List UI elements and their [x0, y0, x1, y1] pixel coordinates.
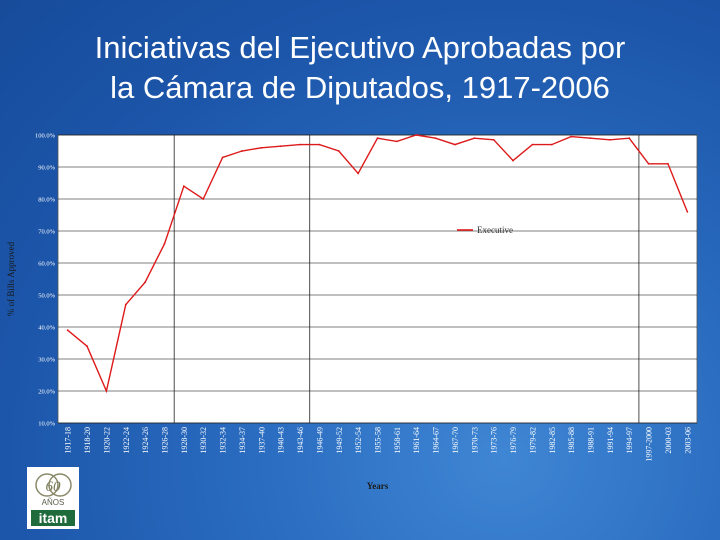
x-tick-labels: 1917-18 1918-20 1920-22 1922-24 1924-26 1926-…	[64, 427, 693, 462]
data-point	[144, 281, 147, 284]
legend-label-executive: Executive	[477, 225, 513, 235]
logo-word: AÑOS	[42, 498, 65, 507]
x-tick-label: 1976-79	[509, 427, 518, 454]
data-point	[608, 138, 611, 141]
data-point	[570, 135, 573, 138]
x-tick-label: 1952-54	[354, 427, 363, 454]
data-point	[124, 303, 127, 306]
x-tick-label: 1922-24	[122, 427, 131, 454]
x-tick-label: 1958-61	[393, 427, 402, 454]
data-point	[318, 143, 321, 146]
x-tick-label: 1988-91	[587, 427, 596, 454]
data-point	[376, 137, 379, 140]
x-axis-title: Years	[367, 481, 389, 491]
data-point	[105, 390, 108, 392]
data-point	[279, 145, 282, 148]
data-point	[512, 159, 514, 162]
data-point	[492, 138, 495, 141]
data-point	[686, 210, 689, 213]
y-tick-label: 40.0%	[38, 325, 55, 332]
x-tick-label: 1918-20	[83, 427, 92, 454]
x-tick-label: 1985-88	[567, 427, 576, 454]
x-tick-label: 1997-2000	[645, 427, 654, 462]
x-tick-label: 1946-49	[315, 427, 324, 454]
data-point	[182, 185, 185, 188]
x-tick-label: 1967-70	[451, 427, 460, 454]
y-tick-label: 90.0%	[38, 165, 55, 172]
x-tick-label: 1982-85	[548, 427, 557, 454]
y-tick-label: 60.0%	[38, 261, 55, 268]
x-tick-label: 1979-82	[528, 427, 537, 454]
logo-brand: itam	[39, 510, 68, 526]
data-point	[357, 172, 360, 175]
x-tick-label: 1970-73	[470, 427, 479, 454]
x-tick-label: 2003-06	[683, 427, 692, 454]
data-point	[221, 156, 224, 159]
data-point	[454, 143, 456, 146]
x-tick-label: 2000-03	[664, 427, 673, 454]
itam-60-anos-logo: 60 AÑOS itam	[27, 467, 79, 529]
x-tick-label: 1964-67	[432, 427, 441, 454]
data-point	[202, 198, 205, 200]
x-tick-label: 1949-52	[335, 427, 344, 454]
data-point	[163, 242, 166, 245]
x-tick-label: 1937-40	[257, 427, 266, 454]
data-point	[647, 162, 650, 165]
y-tick-labels: 10.0% 20.0% 30.0% 40.0% 50.0% 60.0% 70.0% 80.0%…	[35, 133, 56, 428]
data-point	[550, 143, 553, 146]
x-tick-label: 1930-32	[199, 427, 208, 454]
x-tick-label: 1928-30	[180, 427, 189, 454]
data-point	[415, 134, 418, 136]
x-tick-label: 1973-76	[490, 427, 499, 454]
y-tick-label: 30.0%	[38, 357, 55, 364]
x-tick-label: 1943-46	[296, 427, 305, 454]
y-tick-label: 20.0%	[38, 389, 55, 396]
data-point	[86, 345, 88, 348]
x-tick-label: 1926-28	[161, 427, 170, 454]
data-point	[260, 146, 263, 149]
data-point	[589, 137, 592, 140]
data-point	[473, 137, 476, 140]
data-point	[241, 150, 243, 152]
data-point	[531, 143, 534, 146]
y-tick-label: 100.0%	[35, 133, 56, 140]
data-point	[434, 137, 437, 140]
x-tick-label: 1920-22	[102, 427, 111, 454]
y-tick-label: 80.0%	[38, 197, 55, 204]
chart-gridlines	[58, 134, 697, 424]
chart-vertical-markers	[173, 135, 640, 423]
logo-number: 60	[46, 479, 62, 495]
x-tick-label: 1934-37	[238, 427, 247, 454]
x-tick-label: 1917-18	[64, 427, 73, 454]
data-point	[299, 143, 301, 146]
slide-title: Iniciativas del Ejecutivo Aprobadas por …	[20, 28, 700, 108]
data-point	[337, 150, 340, 152]
data-point	[395, 140, 398, 143]
chart-plot-area	[57, 134, 698, 424]
data-point	[628, 137, 631, 140]
y-tick-label: 50.0%	[38, 293, 55, 300]
x-tick-label: 1932-34	[219, 427, 228, 454]
slide-title-line-1: Iniciativas del Ejecutivo Aprobadas por	[94, 30, 626, 65]
chart-legend: Executive	[457, 225, 513, 235]
chart-series	[66, 134, 689, 394]
x-tick-label: 1955-58	[374, 427, 383, 454]
x-tick-label: 1991-94	[606, 427, 615, 454]
y-axis-title: % of Bills Approved	[6, 241, 16, 316]
x-tick-label: 1924-26	[141, 427, 150, 454]
data-point	[66, 329, 69, 332]
slide-title-line-2: la Cámara de Diputados, 1917-2006	[110, 70, 610, 105]
y-tick-label: 70.0%	[38, 229, 55, 236]
x-tick-label: 1994-97	[625, 427, 634, 454]
data-point	[667, 162, 669, 165]
x-tick-label: 1961-64	[412, 427, 421, 454]
x-tick-label: 1940-43	[277, 427, 286, 454]
y-tick-label: 10.0%	[38, 421, 55, 428]
